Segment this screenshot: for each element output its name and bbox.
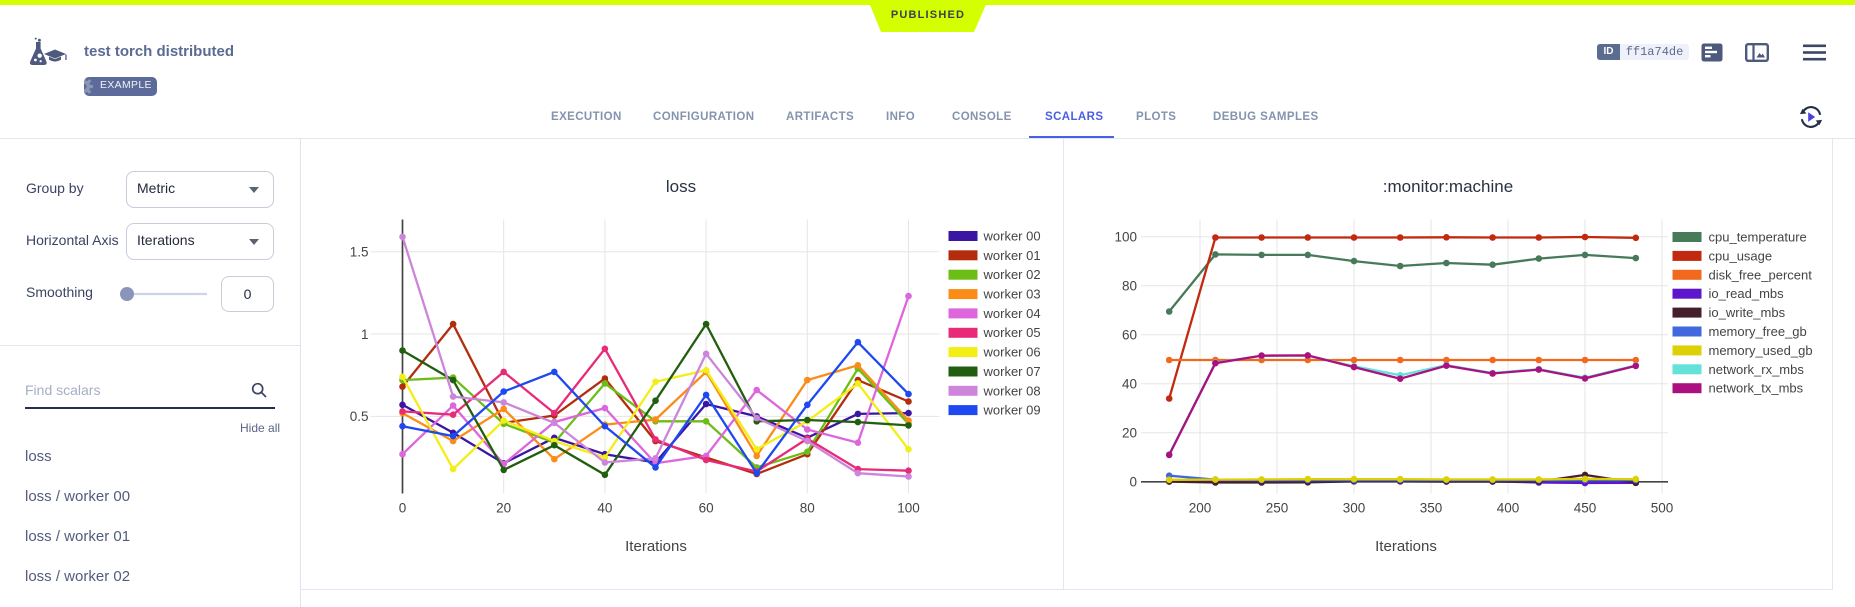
svg-text:200: 200 <box>1189 501 1212 516</box>
svg-text:350: 350 <box>1420 501 1443 516</box>
svg-text:worker 04: worker 04 <box>983 306 1041 321</box>
svg-text:40: 40 <box>597 501 612 516</box>
svg-text:400: 400 <box>1497 501 1520 516</box>
svg-text:60: 60 <box>1122 328 1137 343</box>
svg-text:worker 01: worker 01 <box>983 248 1041 263</box>
svg-text:300: 300 <box>1343 501 1366 516</box>
svg-text:worker 06: worker 06 <box>983 345 1041 360</box>
svg-text:loss: loss <box>666 177 696 196</box>
svg-text:1: 1 <box>361 327 369 342</box>
svg-text:cpu_temperature: cpu_temperature <box>1709 230 1807 245</box>
svg-text:20: 20 <box>496 501 511 516</box>
svg-text:worker 02: worker 02 <box>983 267 1041 282</box>
svg-text:worker 07: worker 07 <box>983 364 1041 379</box>
svg-text:Iterations: Iterations <box>1375 538 1437 555</box>
svg-text:80: 80 <box>1122 279 1137 294</box>
svg-text:450: 450 <box>1574 501 1597 516</box>
svg-text:network_rx_mbs: network_rx_mbs <box>1709 362 1805 377</box>
svg-text:100: 100 <box>897 501 920 516</box>
svg-text:250: 250 <box>1266 501 1289 516</box>
svg-text:Iterations: Iterations <box>625 538 687 555</box>
svg-text:worker 03: worker 03 <box>983 287 1041 302</box>
svg-text:disk_free_percent: disk_free_percent <box>1709 267 1813 282</box>
svg-text:memory_free_gb: memory_free_gb <box>1709 324 1807 339</box>
svg-text:io_read_mbs: io_read_mbs <box>1709 286 1785 301</box>
svg-text:memory_used_gb: memory_used_gb <box>1709 343 1813 358</box>
svg-text:0.5: 0.5 <box>350 409 369 424</box>
svg-text:80: 80 <box>800 501 815 516</box>
svg-text:20: 20 <box>1122 426 1137 441</box>
svg-text:network_tx_mbs: network_tx_mbs <box>1709 381 1804 396</box>
svg-text:io_write_mbs: io_write_mbs <box>1709 305 1786 320</box>
svg-text::monitor:machine: :monitor:machine <box>1383 177 1513 196</box>
svg-text:40: 40 <box>1122 377 1137 392</box>
svg-text:worker 05: worker 05 <box>983 325 1041 340</box>
svg-text:60: 60 <box>699 501 714 516</box>
svg-text:0: 0 <box>399 501 407 516</box>
svg-text:500: 500 <box>1651 501 1674 516</box>
svg-text:worker 09: worker 09 <box>983 403 1041 418</box>
svg-text:100: 100 <box>1114 230 1137 245</box>
svg-text:1.5: 1.5 <box>350 244 369 259</box>
svg-text:worker 00: worker 00 <box>983 229 1041 244</box>
svg-text:cpu_usage: cpu_usage <box>1709 248 1773 263</box>
svg-text:worker 08: worker 08 <box>983 383 1041 398</box>
svg-text:0: 0 <box>1129 475 1137 490</box>
